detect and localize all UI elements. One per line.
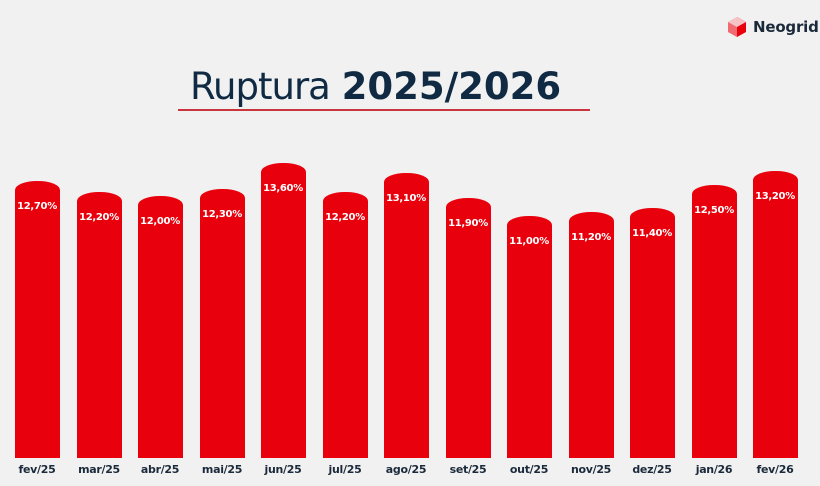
x-axis-label: jul/25: [328, 463, 362, 476]
x-axis-label: ago/25: [385, 463, 427, 476]
bar: [261, 163, 306, 458]
x-axis-label: nov/25: [570, 463, 612, 476]
bar: [323, 192, 368, 458]
neogrid-logo-icon: [728, 17, 746, 37]
bar: [77, 192, 122, 458]
x-axis-label: dez/25: [632, 463, 672, 476]
brand-name: Neogrid: [753, 18, 819, 36]
bar-value-label: 12,50%: [694, 205, 734, 216]
x-axis-label: abr/25: [140, 463, 180, 476]
bar-value-label: 12,00%: [140, 216, 180, 227]
bar-value-label: 12,70%: [17, 201, 57, 212]
bar-value-label: 11,20%: [571, 232, 611, 243]
x-axis-label: out/25: [509, 463, 549, 476]
bar: [15, 181, 60, 458]
x-axis-label: mar/25: [78, 463, 120, 476]
x-axis-label: fev/26: [756, 463, 794, 476]
bar: [630, 208, 675, 458]
bar-value-label: 13,10%: [386, 193, 426, 204]
title-light: Ruptura: [190, 65, 331, 108]
bar: [692, 185, 737, 458]
x-axis-label: fev/25: [18, 463, 56, 476]
bar-value-label: 11,00%: [509, 236, 549, 247]
bar: [384, 173, 429, 458]
chart-title: Ruptura 2025/2026: [190, 62, 561, 112]
x-axis-label: jun/25: [264, 463, 302, 476]
bar: [446, 198, 491, 458]
bar: [569, 212, 614, 458]
bar-value-label: 11,90%: [448, 218, 488, 229]
bar-value-label: 11,40%: [632, 228, 672, 239]
bar: [507, 216, 552, 458]
neogrid-logo: Neogrid: [726, 16, 819, 38]
title-underline: [178, 109, 590, 111]
bar-value-label: 12,30%: [202, 209, 242, 220]
bar: [753, 171, 798, 458]
x-axis-label: jan/26: [695, 463, 733, 476]
bar-value-label: 12,20%: [79, 212, 119, 223]
bar: [138, 196, 183, 458]
bar-value-label: 12,20%: [325, 212, 365, 223]
bar-value-label: 13,20%: [755, 191, 795, 202]
bar: [200, 189, 245, 458]
x-axis-label: mai/25: [201, 463, 243, 476]
bar-value-label: 13,60%: [263, 183, 303, 194]
x-axis-label: set/25: [449, 463, 487, 476]
title-bold: 2025/2026: [341, 65, 562, 108]
